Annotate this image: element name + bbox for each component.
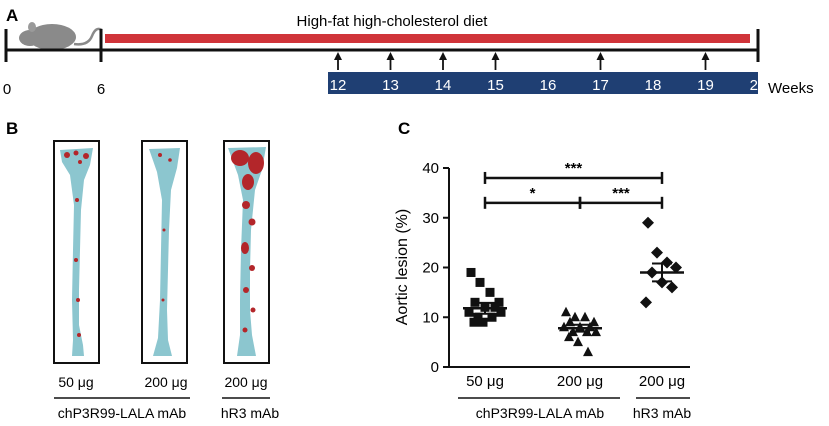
diet-label: High-fat high-cholesterol diet — [297, 13, 489, 30]
point-triangle-1-12 — [573, 336, 583, 347]
point-square-0-12 — [478, 317, 488, 327]
y-tick-label-30: 30 — [422, 210, 439, 227]
point-diamond-2-1 — [651, 246, 663, 259]
sig-label-2: *** — [612, 185, 630, 202]
arrow-week-14 — [439, 52, 447, 70]
arrow-week-19 — [701, 52, 710, 70]
y-tick-label-10: 10 — [422, 309, 439, 326]
sig-label-0: *** — [565, 160, 583, 177]
panel-b: B 50 μg 200 μg 200 μg — [6, 119, 279, 421]
sig-bar-0: *** — [483, 160, 664, 184]
point-triangle-1-2 — [580, 311, 590, 322]
b-group-label-1: chP3R99-LALA mAb — [58, 405, 187, 421]
week-label-15: 15 — [487, 77, 504, 94]
mouse-icon — [19, 22, 103, 50]
weeks-label: Weeks — [768, 80, 814, 97]
sample-3-dose: 200 μg — [224, 374, 267, 390]
point-square-0-10 — [487, 312, 497, 322]
week-labels: 12 13 14 15 16 17 18 19 20 — [330, 77, 767, 94]
tick-label-week6: 6 — [97, 81, 105, 98]
week-label-19: 19 — [697, 77, 714, 94]
c-dose-label-3: 200 μg — [639, 373, 685, 390]
point-triangle-1-0 — [561, 306, 571, 317]
week-label-20: 20 — [750, 77, 767, 94]
aorta-frame-2 — [141, 140, 188, 364]
y-tick-label-20: 20 — [422, 260, 439, 277]
panel-b-label: B — [6, 119, 18, 138]
sample-1-dose: 50 μg — [58, 374, 93, 390]
sig-bar-2: *** — [578, 185, 664, 209]
injection-arrows — [334, 52, 710, 70]
point-triangle-1-13 — [583, 346, 593, 357]
aorta-sample-2 — [149, 148, 180, 356]
panel-a-label: A — [6, 6, 18, 25]
y-axis-label: Aortic lesion (%) — [394, 209, 411, 325]
point-triangle-1-8 — [591, 326, 601, 337]
point-square-0-3 — [494, 297, 504, 307]
point-square-0-1 — [475, 277, 485, 287]
b-group-label-2: hR3 mAb — [221, 405, 280, 421]
arrow-week-13 — [386, 52, 395, 70]
point-square-0-2 — [485, 287, 495, 297]
point-square-0-11 — [469, 317, 479, 327]
point-diamond-2-0 — [642, 216, 654, 229]
point-square-0-7 — [464, 307, 474, 317]
point-square-0-8 — [496, 307, 506, 317]
week-band — [328, 72, 758, 94]
aorta-sample-1 — [60, 148, 93, 356]
sig-label-1: * — [530, 185, 536, 202]
mean-sem-0 — [463, 301, 507, 315]
significance-bars: **** *** — [483, 160, 664, 209]
sig-bar-1: * — [483, 185, 582, 209]
c-group-label-2: hR3 mAb — [633, 405, 692, 421]
point-triangle-1-1 — [570, 311, 580, 322]
aorta-sample-3 — [228, 147, 266, 356]
panel-a: A High-fat high-cholesterol diet 0 6 12 1… — [3, 6, 814, 98]
week-label-13: 13 — [382, 77, 399, 94]
point-diamond-2-6 — [666, 281, 678, 294]
c-dose-label-1: 50 μg — [466, 373, 504, 390]
data-points — [464, 216, 682, 357]
arrow-week-17 — [596, 52, 605, 70]
week-label-16: 16 — [540, 77, 557, 94]
c-group-label-1: chP3R99-LALA mAb — [476, 405, 605, 421]
week-label-17: 17 — [592, 77, 609, 94]
arrow-week-15 — [491, 52, 500, 70]
aorta-frame-1 — [53, 140, 100, 364]
mean-sem-bars — [463, 262, 684, 333]
y-ticks: 0 10 20 30 40 — [422, 160, 449, 376]
aorta-frame-3 — [223, 140, 270, 364]
week-label-18: 18 — [645, 77, 662, 94]
mean-sem-2 — [640, 262, 684, 283]
week-label-14: 14 — [435, 77, 452, 94]
sample-2-dose: 200 μg — [144, 374, 187, 390]
point-square-0-0 — [466, 267, 476, 277]
y-tick-label-0: 0 — [431, 359, 439, 376]
mean-sem-1 — [558, 323, 602, 333]
panel-c-label: C — [398, 119, 410, 138]
point-triangle-1-3 — [589, 316, 599, 327]
diet-bar — [105, 34, 750, 43]
y-tick-label-40: 40 — [422, 160, 439, 177]
c-dose-label-2: 200 μg — [557, 373, 603, 390]
point-diamond-2-7 — [640, 296, 652, 309]
arrow-week-12 — [334, 52, 342, 70]
week-label-12: 12 — [330, 77, 347, 94]
point-diamond-2-3 — [670, 261, 682, 274]
point-square-0-9 — [473, 312, 483, 322]
tick-label-week0: 0 — [3, 81, 11, 98]
point-triangle-1-11 — [564, 331, 574, 342]
